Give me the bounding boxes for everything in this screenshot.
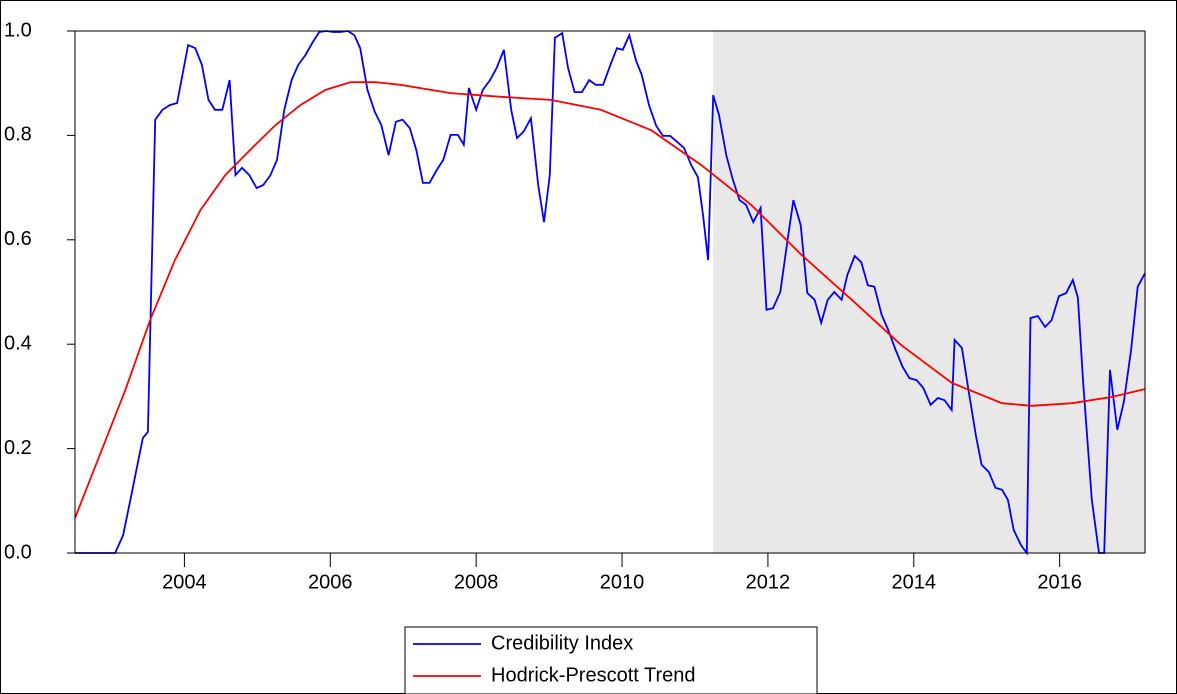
x-tick-label: 2006 <box>308 571 353 593</box>
x-tick-label: 2016 <box>1037 571 1082 593</box>
line-series <box>75 30 1146 556</box>
y-tick-label: 0.6 <box>4 228 32 250</box>
shaded-region <box>713 31 1145 553</box>
y-tick-label: 0.8 <box>4 124 32 146</box>
x-tick-label: 2010 <box>600 571 645 593</box>
x-tick-label: 2004 <box>162 571 207 593</box>
y-tick-label: 0.0 <box>4 541 32 563</box>
y-tick-label: 1.0 <box>4 19 32 41</box>
y-tick-label: 0.4 <box>4 332 32 354</box>
legend-label: Hodrick-Prescott Trend <box>491 664 696 686</box>
x-tick-label: 2014 <box>892 571 937 593</box>
legend-box <box>404 626 818 694</box>
x-tick-label: 2008 <box>454 571 499 593</box>
y-tick-label: 0.2 <box>4 437 32 459</box>
plot-border <box>74 30 1146 554</box>
legend-label: Credibility Index <box>491 632 633 654</box>
x-tick-label: 2012 <box>746 571 791 593</box>
line-series <box>74 81 1146 519</box>
